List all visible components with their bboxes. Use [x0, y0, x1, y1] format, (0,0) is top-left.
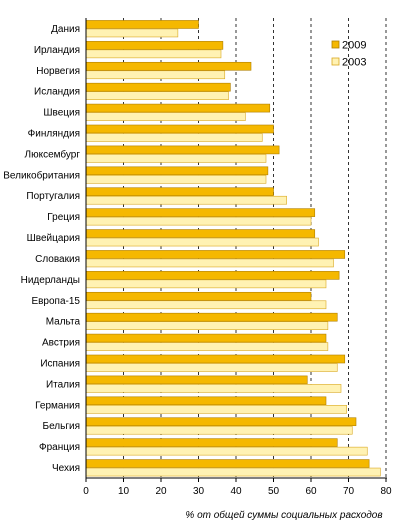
bar-2009 [85, 166, 269, 176]
bar-2003 [85, 258, 334, 268]
bar-2009 [85, 250, 346, 259]
legend-label-2009: 2009 [342, 40, 366, 52]
category-label: Исландия [34, 87, 80, 98]
bar-2003 [85, 363, 338, 372]
category-label: Германия [35, 400, 80, 411]
bar-2003 [85, 321, 329, 330]
category-label: Швейцария [27, 233, 80, 244]
category-label: Италия [46, 379, 80, 390]
grid-lines [123, 18, 387, 478]
bar-2009 [85, 271, 340, 280]
bar-2003 [85, 70, 226, 80]
bar-2003 [85, 112, 246, 121]
bar-2003 [85, 342, 329, 351]
bar-2009 [85, 417, 357, 427]
category-label: Франция [39, 442, 80, 453]
legend-label-2003: 2003 [342, 57, 366, 69]
category-label: Греция [47, 212, 80, 223]
category-label: Великобритания [3, 169, 80, 181]
x-tick-label: 70 [343, 486, 355, 497]
bar-2003 [85, 425, 353, 435]
x-axis: 0 10 20 30 40 50 60 70 80 [83, 18, 392, 497]
bar-2009 [85, 61, 252, 71]
bar-2003 [85, 384, 342, 393]
category-label: Португалия [26, 191, 80, 202]
legend-swatch-2009 [331, 40, 340, 49]
x-tick-label: 50 [268, 486, 280, 497]
x-tick-label: 80 [380, 486, 392, 497]
category-label: Европа-15 [31, 296, 80, 307]
bar-2009 [85, 354, 346, 364]
bar-2003 [85, 405, 347, 414]
category-label: Ирландия [34, 45, 80, 56]
bar-2003 [85, 133, 263, 142]
category-label: Дания [51, 24, 80, 35]
x-tick-label: 0 [83, 486, 89, 497]
bar-2009 [85, 20, 199, 29]
category-label: Мальта [46, 317, 81, 328]
bar-2003 [85, 467, 381, 477]
bar-2003 [85, 154, 267, 163]
bar-2003 [85, 279, 327, 289]
x-tick-label: 20 [155, 486, 167, 497]
bar-2009 [85, 396, 327, 406]
bar-2009 [85, 103, 271, 113]
bar-2003 [85, 237, 319, 247]
bar-2009 [85, 291, 312, 301]
bar-2003 [85, 91, 229, 100]
bars [85, 20, 381, 477]
x-axis-title: % от общей суммы социальных расходов [185, 509, 382, 521]
bar-2009 [85, 312, 338, 322]
bar-2003 [85, 49, 222, 59]
bar-2009 [85, 41, 224, 50]
bar-2003 [85, 175, 267, 184]
bar-2003 [85, 446, 368, 456]
category-label: Австрия [42, 338, 80, 349]
bar-2009 [85, 459, 370, 468]
bar-2009 [85, 438, 338, 447]
bar-2009 [85, 208, 316, 217]
bar-2009 [85, 333, 327, 343]
x-tick-label: 30 [193, 486, 205, 497]
category-label: Норвегия [36, 66, 80, 77]
x-tick-label: 10 [118, 486, 130, 497]
bar-2003 [85, 216, 312, 226]
category-label: Словакия [35, 254, 80, 265]
x-tick-label: 40 [230, 486, 242, 497]
bar-2009 [85, 187, 274, 197]
legend: 2009 2003 [331, 40, 366, 69]
category-label: Чехия [52, 463, 80, 474]
category-label: Бельгия [43, 421, 81, 432]
bar-2009 [85, 145, 280, 155]
bar-2003 [85, 195, 287, 205]
bar-2003 [85, 28, 179, 38]
category-label: Финляндия [28, 129, 80, 140]
bar-2009 [85, 375, 308, 385]
legend-swatch-2003 [331, 57, 340, 66]
bar-2003 [85, 300, 327, 310]
category-label: Люксембург [25, 148, 81, 160]
category-labels: Дания Ирландия Норвегия Исландия Швеция Финля… [3, 24, 80, 474]
bar-2009 [85, 229, 316, 238]
x-tick-label: 60 [305, 486, 317, 497]
bar-2009 [85, 82, 231, 92]
category-label: Швеция [43, 108, 80, 119]
category-label: Испания [40, 359, 80, 370]
bar-2009 [85, 124, 274, 134]
category-label: Нидерланды [21, 275, 80, 286]
